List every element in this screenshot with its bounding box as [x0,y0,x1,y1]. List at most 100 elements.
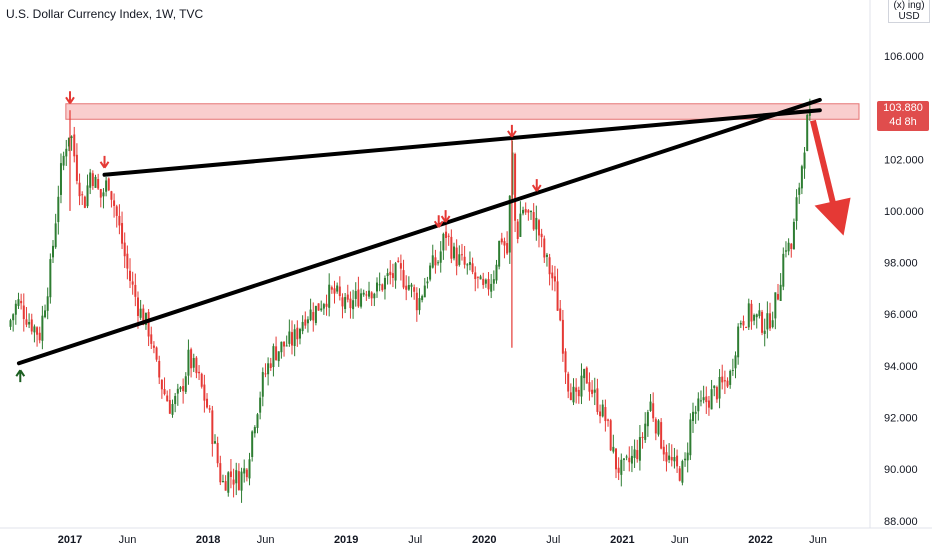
candle-body [689,419,692,456]
candle-body [737,326,740,358]
candle-body [418,298,421,311]
x-tick-label: Jun [809,534,827,546]
x-tick-label: Jul [408,534,422,546]
candle-body [147,312,150,337]
candle-body [617,467,620,473]
upper-trendline [102,108,822,177]
candle-body [609,420,612,451]
candle-body [697,398,700,412]
candle-body [522,209,525,214]
candle-body [508,195,511,253]
candle-body [20,300,23,304]
candle-body [78,182,81,197]
candle-body [492,279,495,284]
candle-body [649,401,652,411]
unit-scale-label: (x) ing) [893,0,925,11]
candle-body [243,468,246,474]
candle-body [484,279,487,284]
candle-body [535,217,538,230]
candle-body [519,213,522,237]
candle-body [113,200,116,206]
candle-body [33,326,36,333]
candle-body [567,373,570,392]
candle-body [742,321,745,326]
candle-body [179,387,182,390]
candle-body [195,357,198,374]
candle-body [187,349,190,376]
x-tick-label: 2018 [196,534,220,546]
candle-body [678,468,681,481]
candle-body [761,311,764,333]
candle-body [662,446,665,455]
trendlines-layer [16,97,822,366]
candle-body [572,386,575,403]
candle-body [593,389,596,393]
candle-body [405,285,408,290]
candle-body [182,386,185,392]
candle-body [152,345,155,348]
down-arrow-marker [507,124,517,138]
candle-body [692,411,695,421]
candle-body [628,457,631,463]
candle-body [200,373,203,387]
candle-body [556,281,559,311]
candle-body [705,396,708,403]
candle-body [283,341,286,347]
candle-body [753,315,756,321]
candle-body [551,272,554,279]
candle-body [22,305,25,320]
candle-body [362,292,365,295]
candle-body [81,194,84,196]
candle-body [394,263,397,281]
candle-body [144,312,147,325]
x-tick-label: 2021 [610,534,634,546]
candle-body [378,284,381,286]
y-tick-label: 98.000 [884,258,918,270]
currency-unit[interactable]: (x) ing) USD [888,0,930,23]
candle-body [14,303,17,315]
x-tick-label: Jun [119,534,137,546]
candle-body [498,240,501,267]
candle-body [702,397,705,401]
candle-body [638,437,641,461]
candle-body [787,242,790,252]
candle-body [596,388,599,412]
candle-body [718,377,721,399]
candle-body [442,233,445,251]
candle-body [530,210,533,213]
candle-body [806,114,809,151]
candle-body [471,263,474,272]
candle-body [30,319,33,332]
candle-body [275,346,278,360]
candle-body [227,472,230,493]
candle-body [774,292,777,319]
candle-body [59,163,62,195]
candle-body [545,254,548,257]
x-tick-label: Jul [546,534,560,546]
candle-body [272,346,275,368]
chart-title: U.S. Dollar Currency Index, 1W, TVC [6,7,204,21]
y-tick-label: 106.000 [884,51,924,63]
candle-body [176,388,179,394]
candle-body [641,436,644,438]
candle-body [524,209,527,213]
candle-body [134,284,137,297]
candle-body [381,284,384,291]
candle-body [123,242,126,257]
candle-body [163,389,166,395]
candle-body [352,300,355,310]
candle-body [410,284,413,287]
candle-body [415,292,418,311]
candle-body [490,283,493,292]
candle-body [213,441,216,444]
candle-body [357,289,360,307]
candle-body [267,363,270,375]
candle-body [9,320,12,327]
candle-body [391,273,394,278]
candle-body [208,408,211,410]
candle-body [644,423,647,440]
candle-body [320,308,323,311]
candle-body [630,455,633,464]
candle-body [97,179,100,189]
